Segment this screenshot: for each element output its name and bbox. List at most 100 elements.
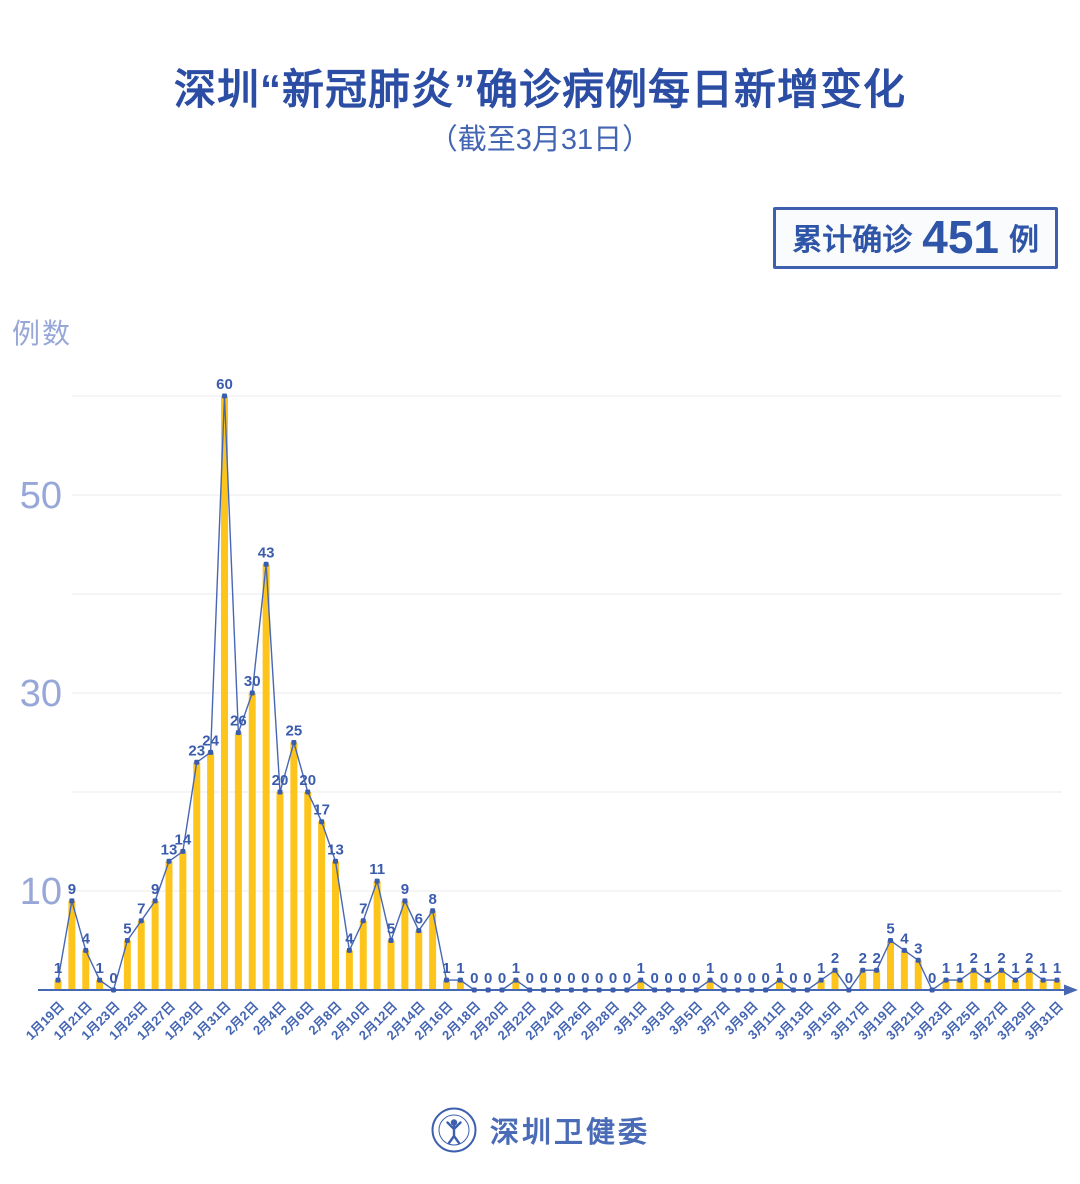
value-label: 7 bbox=[137, 901, 145, 918]
value-label: 1 bbox=[512, 960, 520, 977]
data-point bbox=[152, 898, 158, 904]
data-point bbox=[901, 947, 907, 953]
bar bbox=[817, 980, 825, 990]
data-point bbox=[568, 987, 574, 993]
data-point bbox=[846, 987, 852, 993]
data-point bbox=[735, 987, 741, 993]
value-label: 2 bbox=[1025, 950, 1033, 967]
value-label: 2 bbox=[831, 950, 839, 967]
value-label: 0 bbox=[623, 970, 631, 987]
value-label: 1 bbox=[817, 960, 825, 977]
data-point bbox=[346, 947, 352, 953]
value-label: 0 bbox=[748, 970, 756, 987]
value-label: 0 bbox=[803, 970, 811, 987]
data-point bbox=[471, 987, 477, 993]
bar bbox=[359, 920, 367, 990]
bar bbox=[415, 930, 423, 990]
data-point bbox=[888, 938, 893, 943]
data-point bbox=[277, 789, 283, 795]
value-label: 0 bbox=[789, 970, 797, 987]
value-label: 2 bbox=[970, 950, 978, 967]
bar bbox=[262, 564, 270, 990]
data-point bbox=[638, 977, 644, 983]
bar bbox=[887, 940, 894, 990]
bar bbox=[165, 861, 173, 990]
data-point bbox=[457, 977, 463, 983]
value-label: 25 bbox=[286, 723, 303, 740]
y-tick-label: 50 bbox=[20, 475, 62, 517]
value-label: 0 bbox=[692, 970, 700, 987]
bar bbox=[970, 970, 978, 990]
value-label: 0 bbox=[720, 970, 728, 987]
bar bbox=[1025, 970, 1033, 990]
value-label: 0 bbox=[761, 970, 769, 987]
data-point bbox=[652, 987, 658, 993]
bar bbox=[373, 881, 381, 990]
data-point bbox=[444, 977, 449, 983]
data-point bbox=[194, 759, 200, 765]
value-label: 13 bbox=[327, 841, 344, 858]
data-point bbox=[874, 967, 880, 973]
value-label: 2 bbox=[859, 950, 867, 967]
shenzhen-health-commission-logo-icon bbox=[431, 1107, 477, 1153]
data-point bbox=[222, 393, 227, 399]
data-point bbox=[416, 928, 422, 934]
value-label: 0 bbox=[526, 970, 534, 987]
bar bbox=[914, 960, 922, 990]
value-label: 0 bbox=[845, 970, 853, 987]
bar bbox=[1053, 980, 1061, 990]
data-point bbox=[541, 987, 547, 993]
badge-unit: 例 bbox=[1009, 224, 1039, 257]
data-point bbox=[180, 848, 186, 854]
bar bbox=[304, 792, 312, 990]
bar bbox=[332, 861, 339, 990]
footer: 深圳卫健委 bbox=[0, 1106, 1080, 1154]
data-point bbox=[360, 918, 366, 924]
data-point bbox=[83, 947, 89, 953]
data-point bbox=[138, 918, 144, 924]
value-label: 24 bbox=[202, 732, 219, 749]
value-label: 6 bbox=[415, 911, 423, 928]
data-point bbox=[333, 858, 338, 864]
data-point bbox=[985, 977, 991, 983]
value-label: 1 bbox=[456, 960, 464, 977]
value-label: 1 bbox=[637, 960, 645, 977]
data-point bbox=[319, 819, 325, 825]
value-label: 20 bbox=[272, 772, 289, 789]
value-label: 1 bbox=[706, 960, 714, 977]
bar bbox=[998, 970, 1005, 990]
bar bbox=[54, 980, 62, 990]
data-point bbox=[291, 740, 297, 745]
bar bbox=[290, 742, 298, 990]
bar bbox=[984, 980, 992, 990]
value-label: 0 bbox=[650, 970, 658, 987]
value-label: 4 bbox=[82, 930, 91, 947]
x-axis-arrow-icon bbox=[1064, 984, 1078, 996]
value-label: 1 bbox=[1053, 960, 1061, 977]
data-point bbox=[790, 987, 796, 993]
value-label: 1 bbox=[942, 960, 950, 977]
value-label: 2 bbox=[997, 950, 1005, 967]
value-label: 23 bbox=[188, 742, 205, 759]
value-label: 0 bbox=[581, 970, 589, 987]
bar bbox=[151, 900, 159, 990]
value-label: 5 bbox=[886, 921, 894, 938]
bar bbox=[207, 752, 215, 990]
value-label: 0 bbox=[734, 970, 742, 987]
bar bbox=[873, 970, 881, 990]
value-label: 1 bbox=[775, 960, 783, 977]
data-point bbox=[166, 858, 172, 864]
value-label: 30 bbox=[244, 673, 261, 690]
data-point bbox=[818, 977, 824, 983]
bar bbox=[387, 940, 395, 990]
data-point bbox=[679, 987, 685, 993]
data-point bbox=[555, 987, 560, 993]
data-point bbox=[999, 967, 1004, 973]
value-label: 1 bbox=[95, 960, 103, 977]
value-label: 5 bbox=[387, 921, 395, 938]
y-tick-label: 10 bbox=[20, 871, 62, 913]
data-point bbox=[763, 987, 769, 993]
bar bbox=[248, 693, 256, 990]
data-point bbox=[610, 987, 616, 993]
data-point bbox=[666, 987, 671, 993]
